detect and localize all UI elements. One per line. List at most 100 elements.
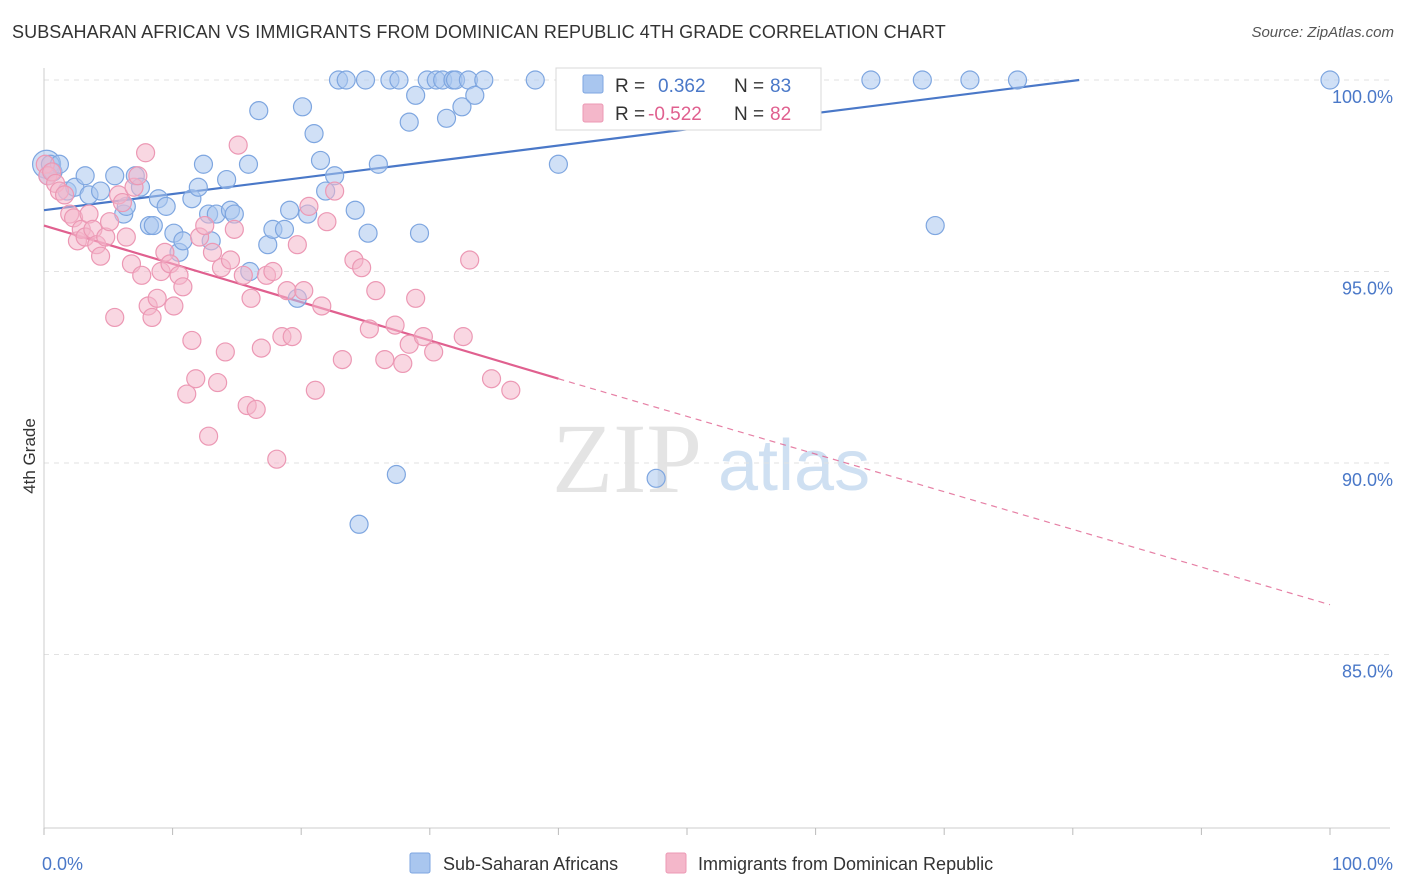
y-axis-label: 4th Grade xyxy=(20,418,39,494)
pink-point-19 xyxy=(112,192,133,213)
blue-point-78 xyxy=(1007,70,1028,90)
watermark-zip: ZIP xyxy=(552,403,702,514)
blue-point-46 xyxy=(336,70,356,90)
blue-point-66 xyxy=(465,85,485,105)
axes xyxy=(43,68,1390,835)
data-points xyxy=(31,70,1340,534)
legend-swatch-blue xyxy=(409,852,431,874)
stats-swatch-pink xyxy=(582,103,604,123)
pink-point-51 xyxy=(246,399,266,419)
blue-point-36 xyxy=(274,219,295,239)
pink-point-65 xyxy=(325,181,345,201)
pink-point-34 xyxy=(173,277,193,297)
blue-point-16 xyxy=(143,215,163,236)
watermark-atlas: atlas xyxy=(718,426,870,506)
legend-label-pink: Immigrants from Dominican Republic xyxy=(698,854,993,874)
pink-point-78 xyxy=(453,327,473,347)
stats-r-value-1: 0.362 xyxy=(658,76,706,97)
chart-title: SUBSAHARAN AFRICAN VS IMMIGRANTS FROM DO… xyxy=(12,22,946,42)
blue-trend-line xyxy=(43,78,1080,212)
y-tick-label-3: 85.0% xyxy=(1342,662,1393,682)
pink-point-17 xyxy=(105,307,125,328)
blue-point-33 xyxy=(249,101,269,121)
pink-point-68 xyxy=(352,258,372,278)
pink-point-16 xyxy=(99,212,120,232)
blue-point-53 xyxy=(386,464,406,485)
pink-point-58 xyxy=(282,327,302,347)
pink-point-25 xyxy=(135,143,156,163)
source-label: Source: ZipAtlas.com xyxy=(1251,24,1394,41)
blue-point-71 xyxy=(646,468,666,488)
pink-point-35 xyxy=(177,384,197,404)
blue-point-37 xyxy=(280,200,300,220)
blue-point-75 xyxy=(912,70,932,90)
pink-point-32 xyxy=(164,296,184,316)
watermark: ZIP atlas xyxy=(552,403,870,514)
pink-point-39 xyxy=(195,215,215,236)
pink-point-81 xyxy=(501,380,521,400)
pink-point-59 xyxy=(287,235,307,255)
blue-point-18 xyxy=(156,196,176,216)
x-tick-label-0: 0.0% xyxy=(42,854,83,874)
pink-point-79 xyxy=(460,250,480,270)
stats-r-label-2: R = xyxy=(615,104,645,125)
blue-point-74 xyxy=(861,70,881,90)
blue-point-39 xyxy=(292,97,313,117)
stats-r-label-1: R = xyxy=(615,76,645,97)
blue-point-24 xyxy=(193,154,214,174)
y-tick-label-1: 95.0% xyxy=(1342,279,1393,299)
blue-point-76 xyxy=(925,215,945,236)
pink-point-64 xyxy=(317,212,337,232)
pink-point-66 xyxy=(332,349,352,370)
pink-point-62 xyxy=(305,380,325,400)
pink-point-69 xyxy=(359,319,379,339)
pink-point-41 xyxy=(202,242,223,262)
pink-point-5 xyxy=(54,185,75,205)
trend-lines xyxy=(43,78,1331,606)
stats-n-value-2: 82 xyxy=(770,104,791,125)
pink-point-61 xyxy=(299,196,319,216)
stats-n-label-2: N = xyxy=(734,104,764,125)
blue-point-50 xyxy=(358,223,378,243)
blue-point-41 xyxy=(304,124,324,144)
blue-point-57 xyxy=(409,223,430,243)
pink-point-42 xyxy=(208,372,228,393)
stats-r-value-2: -0.522 xyxy=(648,104,702,125)
blue-point-55 xyxy=(399,112,419,132)
pink-point-36 xyxy=(182,330,202,351)
legend: Sub-Saharan Africans Immigrants from Dom… xyxy=(409,852,993,874)
blue-point-49 xyxy=(355,70,376,90)
pink-point-52 xyxy=(251,338,271,358)
blue-point-21 xyxy=(173,231,193,251)
pink-point-48 xyxy=(233,265,253,285)
blue-point-51 xyxy=(368,154,388,174)
pink-point-75 xyxy=(406,288,426,308)
blue-point-69 xyxy=(548,154,569,174)
pink-point-50 xyxy=(241,288,261,308)
pink-point-28 xyxy=(147,288,167,308)
pink-point-46 xyxy=(224,219,244,239)
pink-trend-extension xyxy=(558,378,1331,606)
pink-point-71 xyxy=(375,349,395,370)
pink-point-63 xyxy=(312,296,332,316)
blue-point-79 xyxy=(1320,70,1340,90)
blue-point-56 xyxy=(406,85,426,105)
pink-point-23 xyxy=(128,166,148,186)
x-tick-label-1: 100.0% xyxy=(1332,854,1393,874)
blue-point-48 xyxy=(349,514,369,534)
blue-point-61 xyxy=(436,108,457,128)
blue-point-47 xyxy=(345,200,365,220)
y-tick-label-2: 90.0% xyxy=(1342,470,1393,490)
blue-point-77 xyxy=(960,70,980,90)
pink-point-72 xyxy=(385,315,405,335)
blue-point-42 xyxy=(310,150,331,171)
stats-n-value-1: 83 xyxy=(770,76,791,97)
pink-point-20 xyxy=(116,227,136,247)
stats-box: R = 0.362 N = 83 R = -0.522 N = 82 xyxy=(555,67,822,131)
blue-point-23 xyxy=(188,177,208,197)
blue-point-28 xyxy=(217,169,237,190)
pink-point-73 xyxy=(393,353,413,374)
stats-n-label-1: N = xyxy=(734,76,764,97)
pink-point-80 xyxy=(481,369,502,389)
